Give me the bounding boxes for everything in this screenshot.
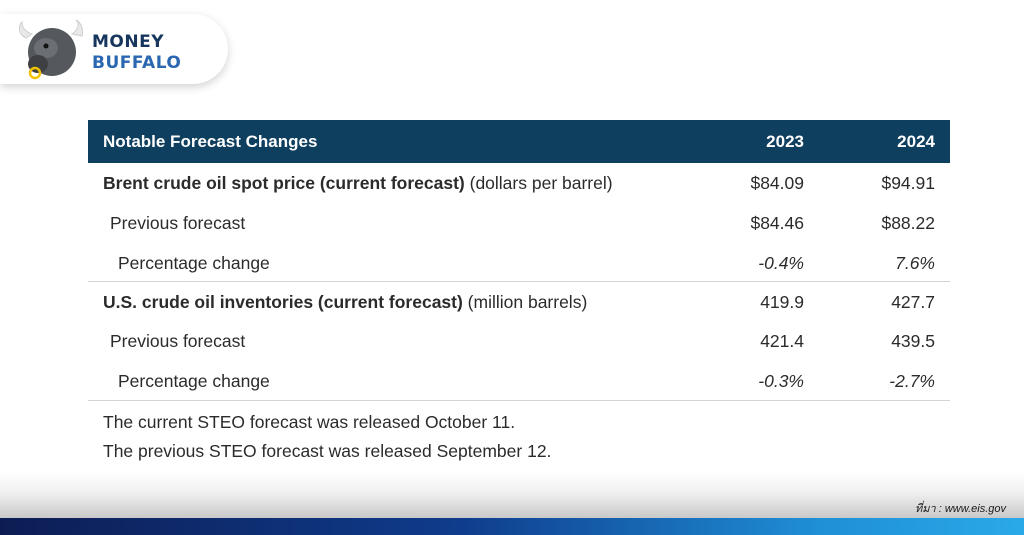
cell-2024: 427.7 (891, 292, 935, 312)
cell-2023: 421.4 (760, 331, 804, 351)
brand-logo[interactable]: MONEY BUFFALO (0, 14, 228, 84)
row-label-bold: Brent crude oil spot price (current fore… (103, 173, 465, 193)
note-previous-release: The previous STEO forecast was released … (103, 441, 552, 461)
table-row: Percentage change -0.4% 7.6% (88, 243, 950, 281)
table-row: Previous forecast 421.4 439.5 (88, 321, 950, 361)
table-row: U.S. crude oil inventories (current fore… (88, 281, 950, 321)
row-label: Percentage change (118, 253, 270, 273)
cell-2024: -2.7% (889, 371, 935, 391)
row-label: U.S. crude oil inventories (current fore… (103, 292, 587, 313)
column-header-2023: 2023 (766, 132, 804, 151)
brand-wordmark: MONEY BUFFALO (92, 32, 181, 74)
row-label: Previous forecast (110, 213, 246, 233)
buffalo-icon (18, 19, 83, 80)
row-label-unit: (million barrels) (462, 292, 588, 312)
table-row: Previous forecast $84.46 $88.22 (88, 203, 950, 243)
source-credit: ที่มา : www.eis.gov (915, 503, 1006, 515)
row-label: Percentage change (118, 371, 270, 391)
footer-band (0, 472, 1024, 518)
row-label-bold: U.S. crude oil inventories (current fore… (103, 292, 463, 312)
table-row: Brent crude oil spot price (current fore… (88, 163, 950, 203)
table-header: Notable Forecast Changes 2023 2024 (88, 120, 950, 163)
cell-2024: $88.22 (881, 213, 935, 233)
table-title: Notable Forecast Changes (103, 132, 318, 151)
cell-2023: -0.4% (758, 253, 804, 273)
cell-2023: $84.09 (750, 173, 804, 193)
brand-line-1: MONEY (92, 32, 165, 52)
cell-2023: $84.46 (750, 213, 804, 233)
row-label: Brent crude oil spot price (current fore… (103, 173, 613, 194)
row-label: Previous forecast (110, 331, 246, 351)
table-bottom-divider (88, 400, 950, 401)
footer-accent-bar (0, 518, 1024, 535)
cell-2024: 7.6% (895, 253, 935, 273)
table-row: Percentage change -0.3% -2.7% (88, 361, 950, 400)
column-header-2024: 2024 (897, 132, 935, 151)
row-label-unit: (dollars per barrel) (464, 173, 613, 193)
cell-2024: $94.91 (881, 173, 935, 193)
brand-line-2: BUFFALO (92, 53, 182, 73)
note-current-release: The current STEO forecast was released O… (103, 412, 516, 432)
forecast-table: Notable Forecast Changes 2023 2024 Brent… (88, 120, 950, 401)
cell-2023: 419.9 (760, 292, 804, 312)
cell-2024: 439.5 (891, 331, 935, 351)
cell-2023: -0.3% (758, 371, 804, 391)
